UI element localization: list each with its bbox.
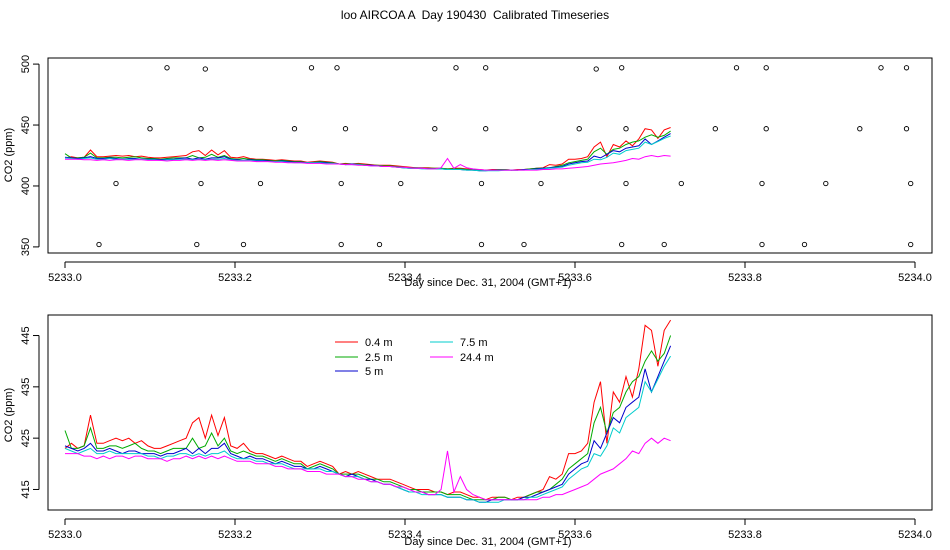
calibration-point: [623, 126, 629, 132]
legend-label: 7.5 m: [460, 337, 488, 349]
bottom-series-line-5-m: [64, 345, 672, 503]
calibration-point: [478, 241, 485, 248]
calibration-point: [576, 126, 582, 132]
calibration-point: [538, 180, 544, 187]
calibration-point: [763, 65, 769, 71]
legend-label: 5 m: [365, 366, 383, 378]
bottom-x-tick-label: 5233.8: [728, 529, 762, 541]
legend-label: 0.4 m: [365, 337, 393, 349]
legend-label: 2.5 m: [365, 352, 393, 364]
bottom-series-line-24-4-m: [65, 437, 671, 501]
top-x-axis: 5233.0 5233.2 5233.4 5233.6 5233.8 5234.0: [48, 261, 932, 284]
top-y-tick-label: 500: [20, 55, 32, 73]
calibration-point: [733, 65, 740, 71]
legend: 0.4 m 7.5 m 2.5 m 24.4 m 5 m: [335, 337, 494, 378]
top-y-tick-label: 450: [20, 116, 32, 134]
calibration-point: [376, 241, 383, 248]
bottom-x-tick-label: 5233.6: [558, 529, 592, 541]
top-x-tick-label: 5233.2: [218, 272, 252, 284]
top-plot-frame: [47, 57, 933, 254]
top-panel: 5233.0 5233.2 5233.4 5233.6 5233.8 5234.0 350…: [3, 55, 933, 289]
bottom-x-tick-label: 5233.0: [48, 529, 82, 541]
calibration-point: [763, 126, 769, 132]
calibration-point: [619, 241, 625, 248]
calibration-point: [712, 126, 718, 132]
bottom-x-tick-label: 5233.2: [218, 529, 252, 541]
calibration-point: [483, 65, 489, 71]
bottom-x-tick-label: 5234.0: [898, 529, 932, 541]
bottom-y-tick-label: 415: [20, 480, 32, 498]
calibration-point: [334, 65, 340, 71]
calibration-point: [759, 241, 765, 248]
calibration-point: [661, 241, 667, 248]
top-x-tick-label: 5233.6: [558, 272, 592, 284]
calibration-point: [398, 180, 404, 187]
top-x-tick-label: 5233.0: [48, 272, 82, 284]
calibration-point: [453, 65, 459, 71]
calibration-point: [593, 66, 599, 72]
top-series-line-24-4-m: [65, 154, 671, 171]
bottom-series-line-2-5-m: [64, 335, 672, 501]
bottom-plot-frame: [47, 314, 933, 511]
calibration-point: [903, 126, 910, 132]
calibration-point: [291, 126, 298, 132]
top-x-tick-label: 5233.8: [728, 272, 762, 284]
calibration-point: [521, 241, 527, 248]
legend-label: 24.4 m: [460, 352, 494, 364]
calibration-point: [801, 241, 808, 248]
top-x-tick-label: 5233.4: [388, 272, 422, 284]
calibration-point: [432, 126, 438, 132]
bottom-y-axis-label: CO2 (ppm): [3, 388, 15, 442]
calibration-point: [198, 126, 204, 132]
bottom-x-axis: 5233.0 5233.2 5233.4 5233.6 5233.8 5234.0: [48, 518, 932, 541]
top-y-tick-label: 400: [20, 177, 32, 195]
calibration-point: [759, 180, 765, 187]
top-y-axis: 350 400 450 500: [20, 55, 40, 256]
bottom-plot-marks: [64, 319, 672, 503]
calibration-point: [308, 65, 315, 71]
calibration-point: [619, 65, 625, 71]
chart-title: loo AIRCOA A Day 190430 Calibrated Times…: [340, 8, 610, 22]
bottom-series-line-0-4-m: [64, 319, 672, 501]
bottom-panel: 5233.0 5233.2 5233.4 5233.6 5233.8 5234.0 415…: [3, 314, 933, 548]
bottom-x-axis-label: Day since Dec. 31, 2004 (GMT+1): [404, 536, 571, 548]
calibration-point: [194, 241, 200, 248]
bottom-y-tick-label: 445: [20, 326, 32, 344]
calibration-point: [623, 180, 629, 187]
top-y-axis-label: CO2 (ppm): [3, 128, 15, 182]
calibration-point: [878, 65, 884, 71]
top-plot-marks: [64, 65, 914, 248]
calibration-point: [202, 66, 208, 72]
calibration-point: [257, 180, 264, 187]
calibration-point: [678, 180, 684, 187]
calibration-point: [857, 126, 863, 132]
calibration-point: [338, 241, 344, 248]
bottom-y-axis: 415 425 435 445: [20, 326, 40, 499]
calibration-point: [113, 180, 119, 187]
calibration-point: [478, 180, 485, 187]
calibration-point: [338, 180, 344, 187]
bottom-x-tick-label: 5233.4: [388, 529, 422, 541]
top-x-axis-label: Day since Dec. 31, 2004 (GMT+1): [404, 277, 571, 289]
calibration-point: [96, 241, 102, 248]
calibration-point: [908, 180, 914, 187]
calibration-point: [908, 241, 914, 248]
calibration-point: [147, 126, 153, 132]
calibration-point: [823, 180, 829, 187]
calibration-point: [342, 126, 349, 132]
calibration-point: [903, 65, 910, 71]
bottom-y-tick-label: 425: [20, 429, 32, 447]
calibration-point: [164, 65, 170, 71]
top-y-tick-label: 350: [20, 238, 32, 256]
calibration-point: [198, 180, 204, 187]
calibration-point: [483, 126, 489, 132]
top-series-line-0-4-m: [64, 127, 671, 171]
calibration-point: [240, 241, 247, 248]
bottom-y-tick-label: 435: [20, 378, 32, 396]
top-x-tick-label: 5234.0: [898, 272, 932, 284]
